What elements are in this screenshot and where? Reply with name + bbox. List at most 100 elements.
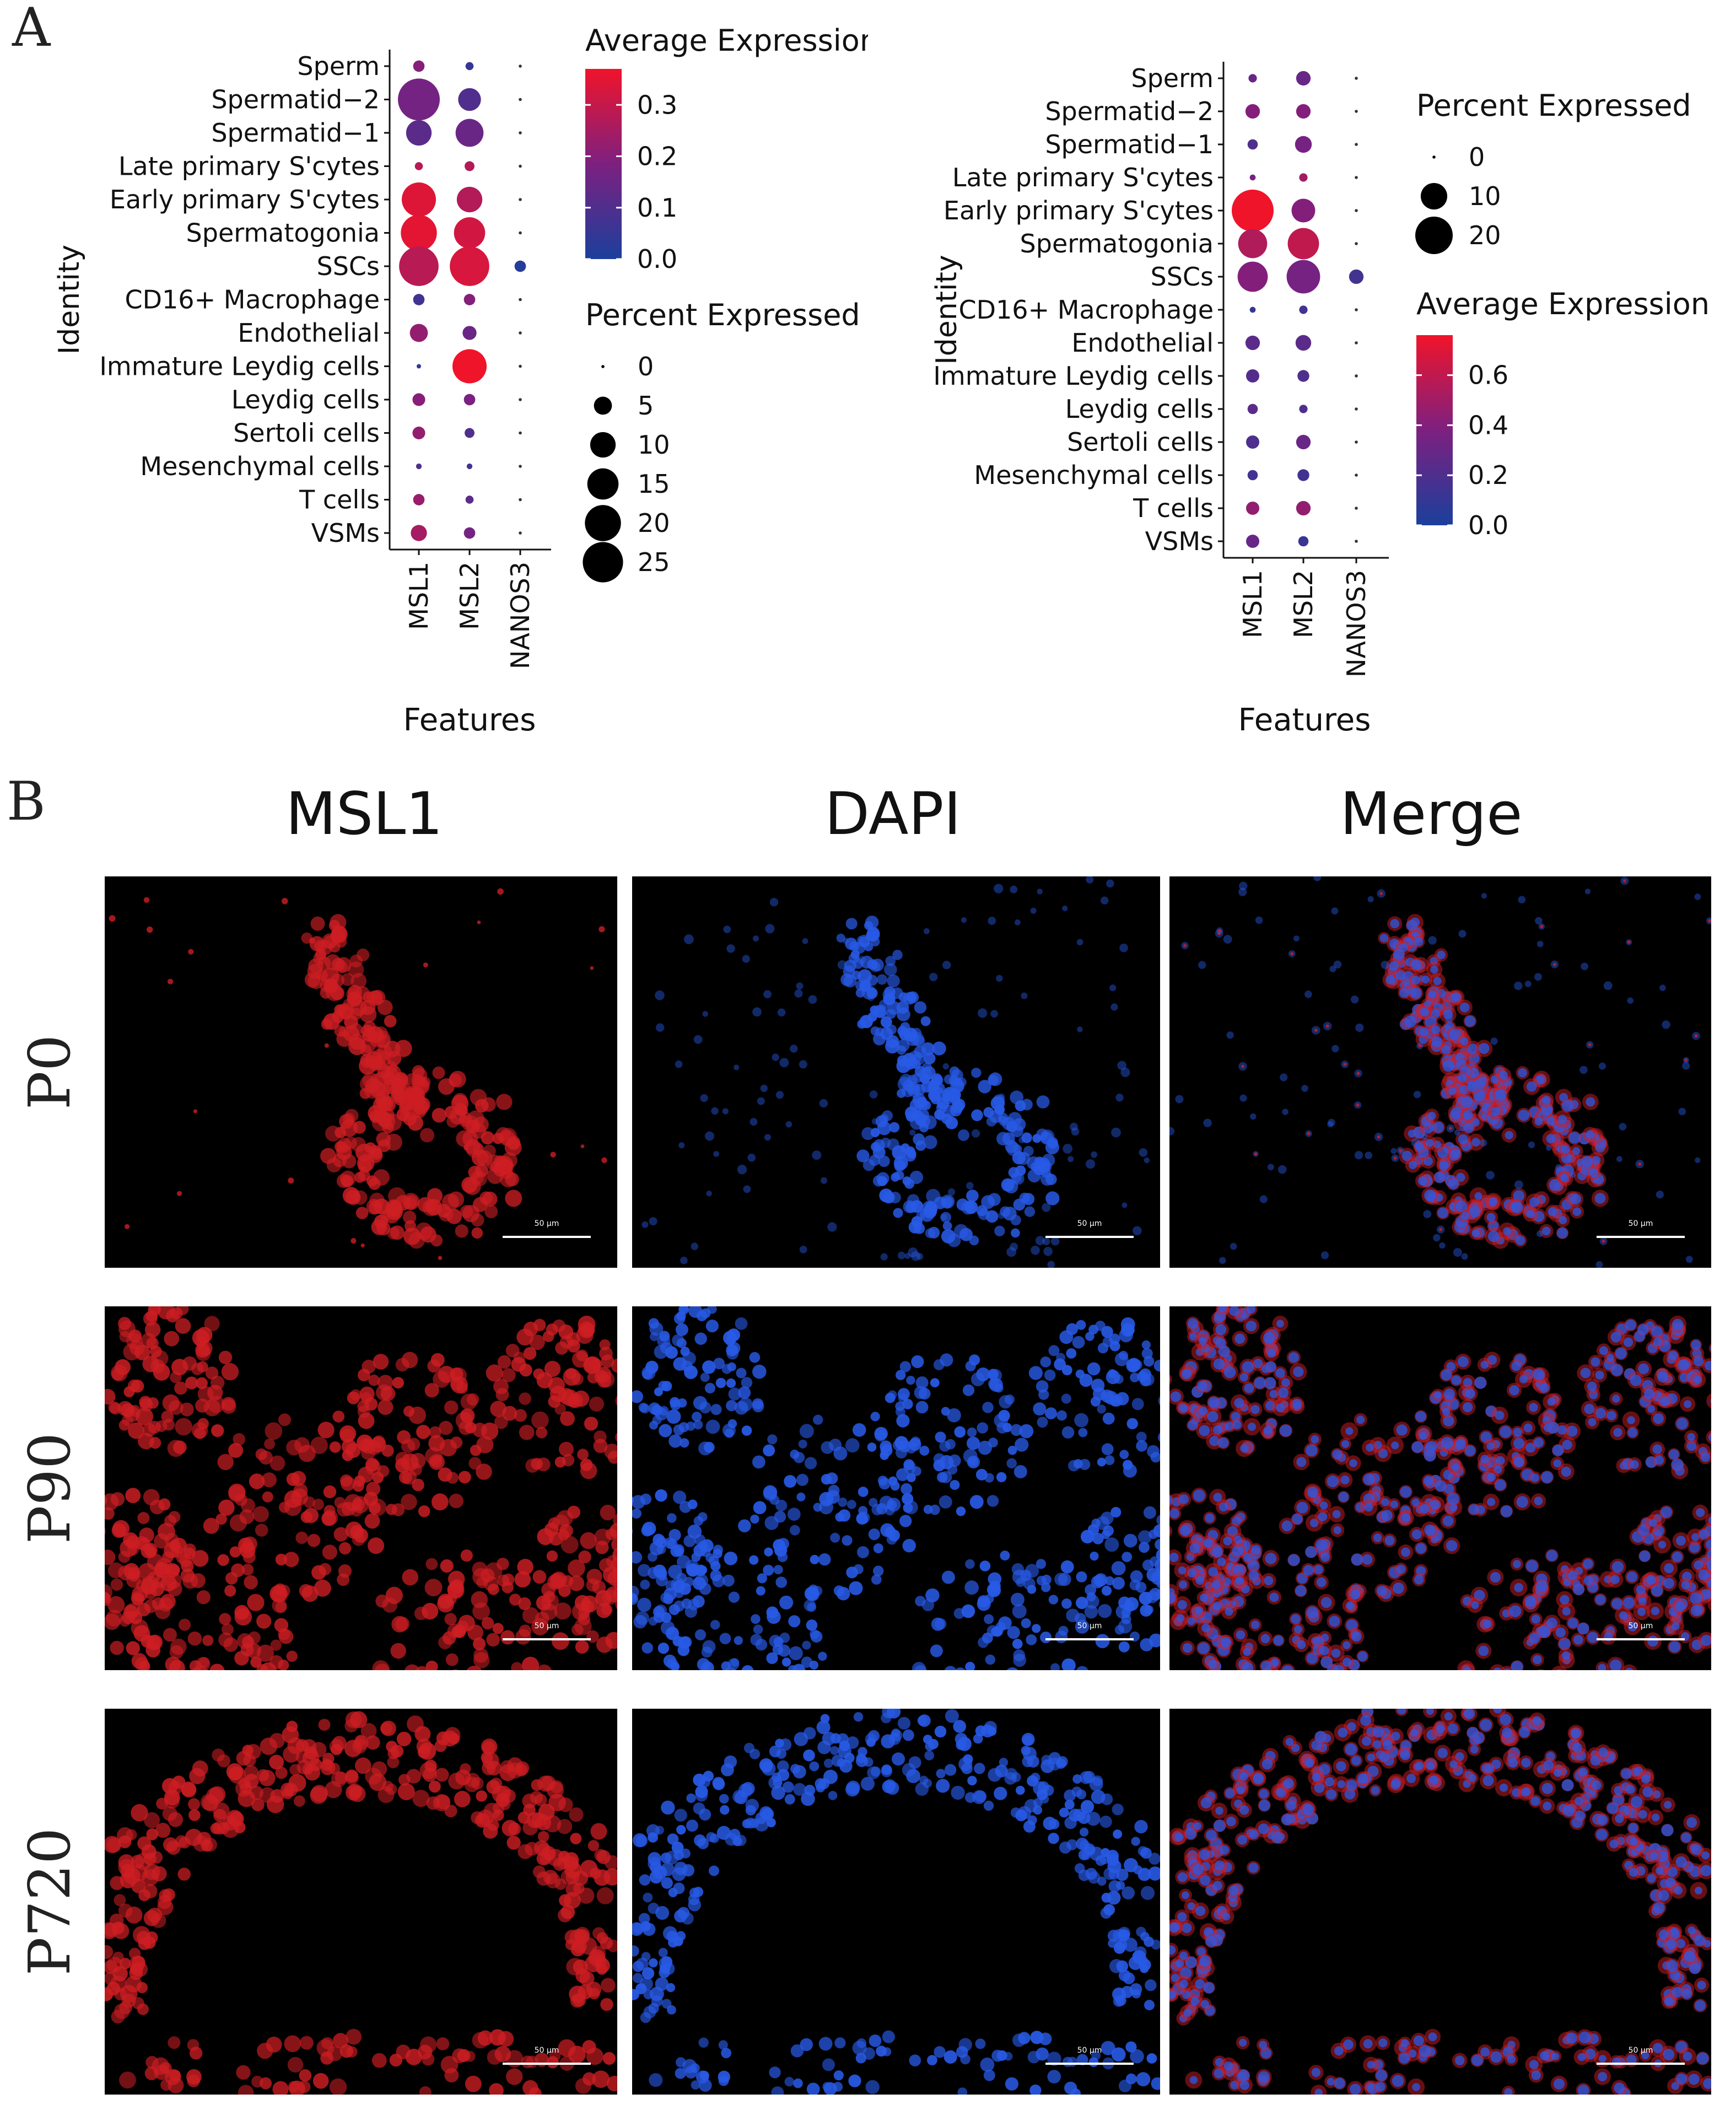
color-tick-label: 0.0 (1468, 510, 1508, 540)
dot-msl1 (1238, 229, 1268, 259)
scale-bar-label: 50 μm (1077, 1219, 1102, 1228)
dot-nanos3 (1355, 473, 1358, 477)
dot-msl2 (452, 349, 487, 384)
y-tick-label: VSMs (1145, 526, 1214, 556)
color-tick-label: 0.2 (637, 142, 677, 171)
size-legend-label: 5 (638, 391, 654, 421)
scale-bar-label: 50 μm (1077, 2046, 1102, 2055)
dot-nanos3 (1355, 242, 1358, 245)
dot-msl1 (1247, 403, 1258, 415)
scale-bar: 50 μm (503, 1219, 591, 1241)
scale-bar-label: 50 μm (534, 1622, 559, 1630)
y-tick-label: Sperm (297, 51, 380, 81)
dot-msl1 (1245, 335, 1260, 351)
size-legend-dot (594, 396, 612, 415)
dot-msl1 (399, 246, 439, 286)
color-scale-bar (585, 69, 622, 259)
dot-msl1 (413, 60, 425, 72)
dot-nanos3 (1355, 341, 1358, 345)
scale-bar-line (503, 2063, 591, 2065)
micrograph-image (632, 1709, 1160, 2095)
size-legend-title: Percent Expressed (1416, 88, 1691, 123)
y-tick-label: CD16+ Macrophage (125, 285, 380, 315)
scale-bar-line (1597, 1638, 1685, 1640)
micrograph-image (641, 876, 1150, 1268)
dot-msl2 (450, 246, 489, 286)
dot-nanos3 (519, 298, 522, 302)
size-legend-dot (587, 468, 619, 500)
dot-nanos3 (519, 64, 522, 68)
column-title-merge: Merge (1340, 780, 1523, 848)
column-title-dapi: DAPI (824, 780, 961, 848)
y-tick-label: Sperm (1131, 63, 1214, 93)
dot-msl1 (409, 324, 428, 342)
dot-msl2 (463, 527, 476, 539)
panel-label-a: A (12, 0, 51, 58)
dot-nanos3 (519, 331, 522, 335)
size-legend-dot (1432, 155, 1436, 159)
scale-bar: 50 μm (1045, 1622, 1134, 1644)
dot-nanos3 (519, 364, 522, 368)
micrograph-p720-merge: 50 μm (1169, 1709, 1711, 2095)
y-tick-label: Early primary S'cytes (110, 185, 380, 214)
dot-nanos3 (519, 131, 522, 134)
size-legend-label: 20 (1469, 220, 1501, 250)
size-legend-dot (601, 365, 605, 368)
dot-nanos3 (1355, 507, 1358, 510)
dot-msl1 (1246, 501, 1260, 515)
dot-nanos3 (1355, 374, 1358, 378)
row-label-p720-text: P720 (16, 1827, 84, 1976)
dot-msl1 (1249, 306, 1256, 313)
dot-msl2 (465, 428, 475, 438)
y-tick-label: SSCs (1151, 262, 1214, 292)
scale-bar-label: 50 μm (1077, 1622, 1102, 1630)
dot-msl2 (463, 294, 476, 305)
panel-label-b: B (7, 771, 46, 832)
micrograph-p0-dapi: 50 μm (632, 876, 1160, 1268)
color-tick-label: 0.0 (637, 244, 677, 274)
dot-nanos3 (519, 98, 522, 101)
dot-msl2 (465, 496, 474, 504)
dot-msl1 (1246, 534, 1260, 548)
y-tick-label: Late primary S'cytes (952, 163, 1214, 192)
size-legend-dot (583, 542, 623, 583)
dot-msl1 (413, 494, 425, 505)
scale-bar: 50 μm (503, 2046, 591, 2068)
y-tick-label: Spermatid−2 (211, 85, 380, 115)
row-label-p720: P720 (0, 1709, 99, 2095)
dot-msl1 (406, 120, 432, 146)
dot-nanos3 (514, 260, 526, 272)
size-legend-dot (1420, 182, 1448, 210)
dot-msl2 (466, 463, 473, 470)
row-label-p0-text: P0 (16, 1034, 83, 1110)
dot-nanos3 (519, 465, 522, 468)
dot-msl1 (412, 393, 425, 406)
dot-msl1 (412, 426, 425, 440)
dot-msl1 (413, 294, 425, 305)
scale-bar: 50 μm (1045, 1219, 1134, 1241)
y-axis-title: Identity (930, 255, 963, 364)
color-tick-label: 0.4 (1468, 410, 1508, 440)
dot-msl2 (465, 161, 475, 171)
dot-msl2 (455, 119, 484, 147)
size-legend-title: Percent Expressed (585, 298, 860, 332)
dot-nanos3 (1355, 176, 1358, 179)
dot-msl1 (1246, 369, 1260, 383)
dot-msl2 (1295, 136, 1312, 153)
size-legend-dot (585, 505, 621, 541)
dot-msl2 (1299, 305, 1308, 314)
size-legend-label: 0 (1469, 142, 1485, 172)
y-tick-label: Spermatogonia (186, 218, 380, 248)
micrograph-image (105, 1306, 617, 1670)
dot-msl1 (1247, 470, 1258, 481)
scale-bar: 50 μm (503, 1622, 591, 1644)
micrograph-image (109, 888, 607, 1261)
dot-nanos3 (1355, 440, 1358, 444)
dot-msl1 (1249, 174, 1256, 181)
dot-nanos3 (1355, 77, 1358, 80)
color-scale-bar (1416, 335, 1453, 525)
dot-msl2 (1299, 405, 1308, 413)
dot-nanos3 (519, 431, 522, 435)
size-legend-dot (1415, 217, 1453, 254)
